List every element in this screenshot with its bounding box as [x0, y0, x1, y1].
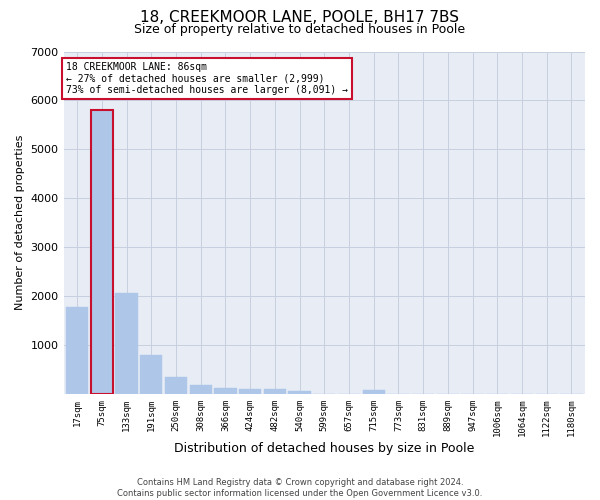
Y-axis label: Number of detached properties: Number of detached properties	[15, 135, 25, 310]
Text: Contains HM Land Registry data © Crown copyright and database right 2024.
Contai: Contains HM Land Registry data © Crown c…	[118, 478, 482, 498]
Bar	[239, 388, 261, 394]
Bar	[289, 390, 311, 394]
Bar	[362, 390, 385, 394]
Bar	[115, 293, 137, 394]
Text: 18 CREEKMOOR LANE: 86sqm
← 27% of detached houses are smaller (2,999)
73% of sem: 18 CREEKMOOR LANE: 86sqm ← 27% of detach…	[66, 62, 348, 95]
Bar	[165, 378, 187, 394]
Bar	[214, 388, 236, 394]
Bar	[190, 384, 212, 394]
Text: 18, CREEKMOOR LANE, POOLE, BH17 7BS: 18, CREEKMOOR LANE, POOLE, BH17 7BS	[140, 10, 460, 25]
Bar	[140, 355, 163, 394]
X-axis label: Distribution of detached houses by size in Poole: Distribution of detached houses by size …	[174, 442, 475, 455]
Text: Size of property relative to detached houses in Poole: Size of property relative to detached ho…	[134, 22, 466, 36]
Bar	[66, 307, 88, 394]
Bar	[264, 389, 286, 394]
Bar	[91, 110, 113, 394]
